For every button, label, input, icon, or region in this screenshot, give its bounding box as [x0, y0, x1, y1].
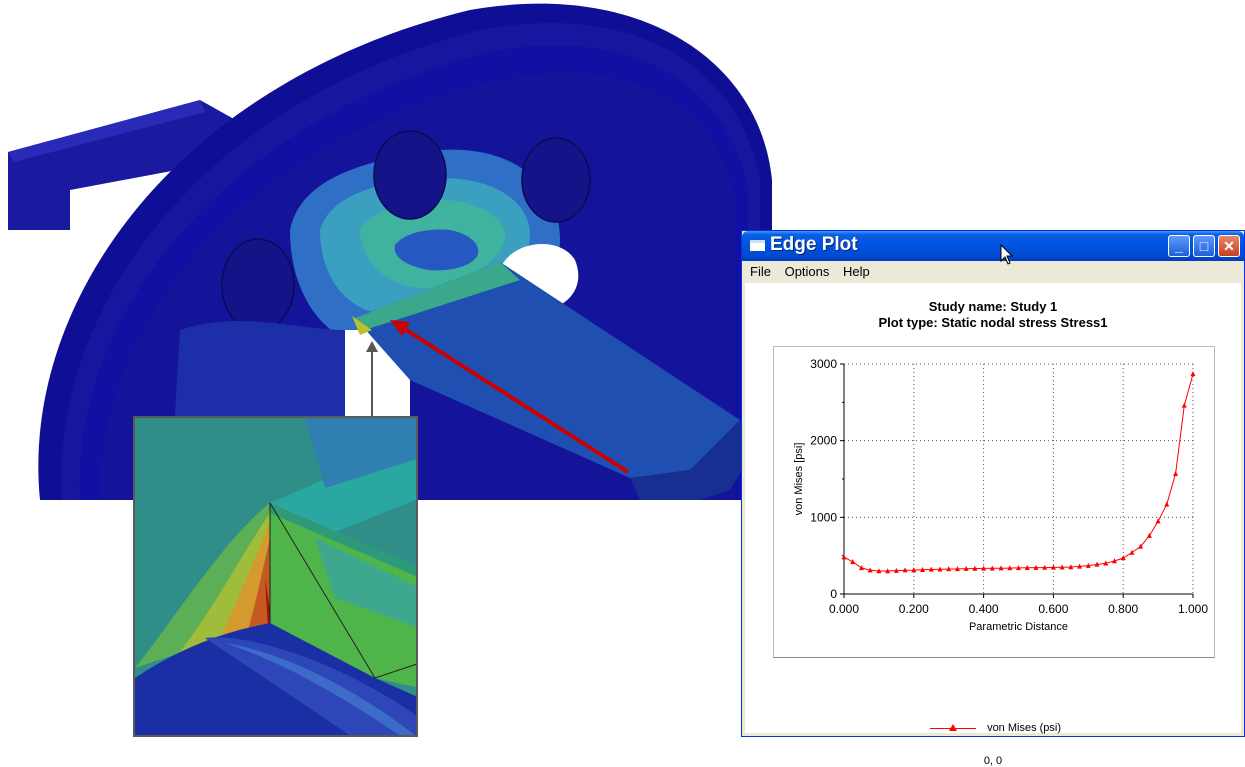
data-point: [920, 567, 926, 573]
y-axis-label: von Mises [psi]: [793, 443, 805, 516]
y-tick-label: 3000: [810, 357, 837, 371]
chart-frame: 0.000 0.200 0.400 0.600 0.800 1.000 0 1000 2000 3…: [773, 346, 1215, 658]
data-point: [1059, 564, 1065, 570]
study-name-line: Study name: Study 1: [928, 299, 1058, 314]
data-point: [858, 565, 864, 571]
menu-bar: File Options Help: [745, 262, 1241, 282]
data-point: [867, 567, 873, 573]
data-point: [972, 565, 978, 571]
data-point: [937, 566, 943, 572]
plot-type-line: Plot type: Static nodal stress Stress1: [878, 315, 1108, 330]
data-point: [902, 567, 908, 573]
y-tick-label: 0: [830, 587, 837, 601]
data-point: [954, 566, 960, 572]
x-tick-label: 0.200: [899, 602, 929, 616]
legend-swatch-icon: [930, 723, 976, 733]
data-point: [911, 567, 917, 573]
y-tick-label: 1000: [810, 510, 837, 524]
data-point: [876, 568, 882, 574]
bolt-hole: [221, 238, 295, 332]
data-point: [1007, 565, 1013, 571]
data-point: [989, 565, 995, 571]
series-line: [843, 373, 1194, 572]
data-point: [885, 568, 891, 574]
zoom-inset: [133, 416, 418, 737]
x-tick-label: 0.800: [1108, 602, 1138, 616]
edge-plot-chart[interactable]: 0.000 0.200 0.400 0.600 0.800 1.000 0 1000 2000 3…: [774, 347, 1214, 657]
data-point: [850, 559, 856, 564]
plot-header: Study name: Study 1 Plot type: Static no…: [745, 299, 1241, 331]
data-point: [1085, 562, 1091, 568]
minimize-button[interactable]: _: [1168, 235, 1190, 257]
data-point: [1181, 402, 1187, 408]
bolt-hole: [373, 130, 447, 220]
data-point: [1138, 543, 1144, 549]
data-point: [963, 565, 969, 571]
data-point: [1120, 555, 1126, 561]
edge-plot-window: Edge Plot _ □ ✕ File Options Help Study …: [741, 230, 1245, 767]
window-title: Edge Plot: [770, 234, 858, 255]
data-point: [1173, 470, 1179, 476]
data-point: [893, 567, 899, 573]
data-point: [1111, 558, 1117, 564]
mouse-pointer-icon: [1000, 244, 1014, 265]
data-point: [1164, 501, 1170, 507]
menu-file[interactable]: File: [750, 264, 771, 279]
data-point: [1033, 564, 1039, 570]
data-point: [998, 565, 1004, 571]
data-point: [1077, 563, 1083, 569]
data-point: [981, 565, 987, 571]
data-point: [1050, 564, 1056, 570]
plot-client-area: Study name: Study 1 Plot type: Static no…: [745, 283, 1241, 767]
menu-help[interactable]: Help: [843, 264, 870, 279]
data-point: [1016, 565, 1021, 571]
data-point: [841, 554, 847, 560]
fea-model-view: [0, 0, 780, 500]
data-point: [1094, 561, 1100, 567]
left-bracket: [8, 100, 250, 230]
x-tick-label: 0.400: [969, 602, 999, 616]
data-point: [1129, 549, 1135, 555]
maximize-button[interactable]: □: [1193, 235, 1215, 257]
fin-plate: [355, 262, 740, 478]
bolt-hole: [521, 137, 591, 223]
legend-label: von Mises (psi): [987, 722, 1062, 734]
data-point: [946, 566, 952, 572]
y-tick-label: 2000: [810, 434, 837, 448]
data-point: [1068, 564, 1074, 570]
data-point: [1190, 371, 1196, 377]
x-axis-label: Parametric Distance: [969, 621, 1068, 633]
x-tick-label: 1.000: [1178, 602, 1208, 616]
data-point: [928, 566, 934, 572]
data-point: [1042, 564, 1048, 570]
data-point: [1155, 518, 1161, 524]
menu-options[interactable]: Options: [784, 264, 830, 279]
title-bar[interactable]: Edge Plot _ □ ✕: [742, 231, 1244, 261]
cursor-readout: 0, 0: [983, 755, 1003, 767]
x-tick-label: 0.600: [1038, 602, 1068, 616]
chart-legend: von Mises (psi): [930, 722, 1061, 734]
data-point: [1146, 532, 1152, 538]
x-tick-label: 0.000: [829, 602, 859, 616]
callout-arrow: [398, 324, 630, 474]
close-button[interactable]: ✕: [1218, 235, 1240, 257]
window-icon: [750, 240, 765, 251]
data-point: [1103, 560, 1109, 566]
data-point: [1024, 564, 1030, 570]
